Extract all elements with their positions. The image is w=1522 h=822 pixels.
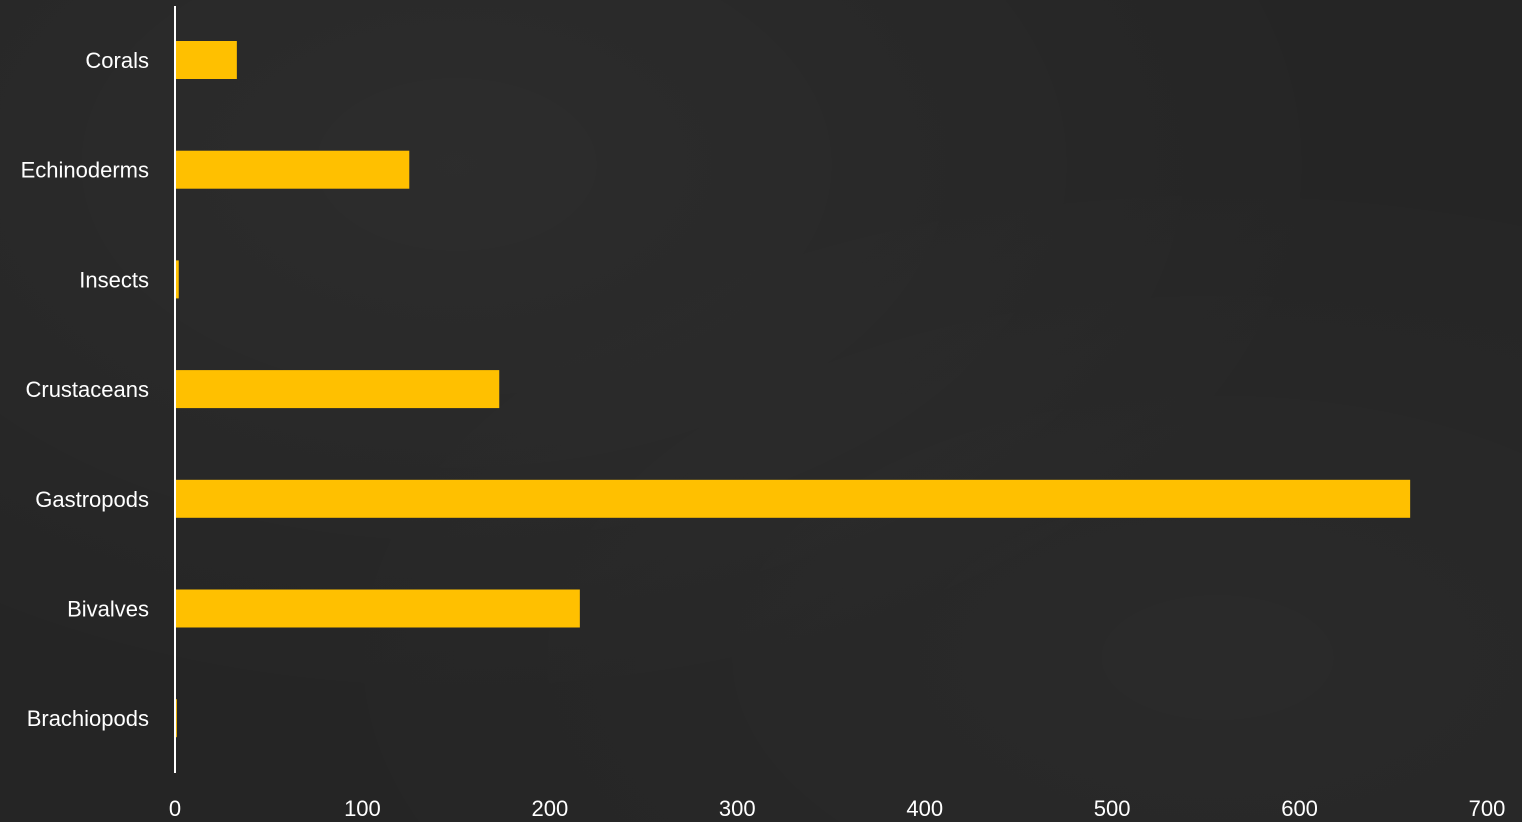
x-tick-label-600: 600 — [1281, 796, 1318, 821]
category-label-crustaceans: Crustaceans — [25, 377, 149, 402]
category-label-corals: Corals — [85, 48, 149, 73]
bar-bivalves — [175, 589, 580, 628]
x-tick-label-300: 300 — [719, 796, 756, 821]
category-label-gastropods: Gastropods — [35, 487, 149, 512]
category-label-bivalves: Bivalves — [67, 597, 149, 622]
bar-gastropods — [175, 479, 1411, 518]
category-label-brachiopods: Brachiopods — [27, 706, 149, 731]
bar-corals — [175, 41, 237, 79]
x-tick-label-100: 100 — [344, 796, 381, 821]
bars-group — [175, 41, 1411, 738]
category-labels-group: Corals Echinoderms Insects Crustaceans Gastr… — [21, 48, 149, 731]
category-label-echinoderms: Echinoderms — [21, 158, 149, 183]
category-label-insects: Insects — [79, 267, 149, 292]
x-tick-label-200: 200 — [531, 796, 568, 821]
x-tick-labels-group: 0 100 200 300 400 500 600 700 — [169, 796, 1505, 821]
bar-insects — [175, 260, 179, 299]
x-tick-label-0: 0 — [169, 796, 181, 821]
x-tick-label-500: 500 — [1094, 796, 1131, 821]
x-tick-label-700: 700 — [1469, 796, 1506, 821]
bar-echinoderms — [175, 150, 410, 189]
bar-crustaceans — [175, 370, 500, 409]
x-tick-label-400: 400 — [906, 796, 943, 821]
